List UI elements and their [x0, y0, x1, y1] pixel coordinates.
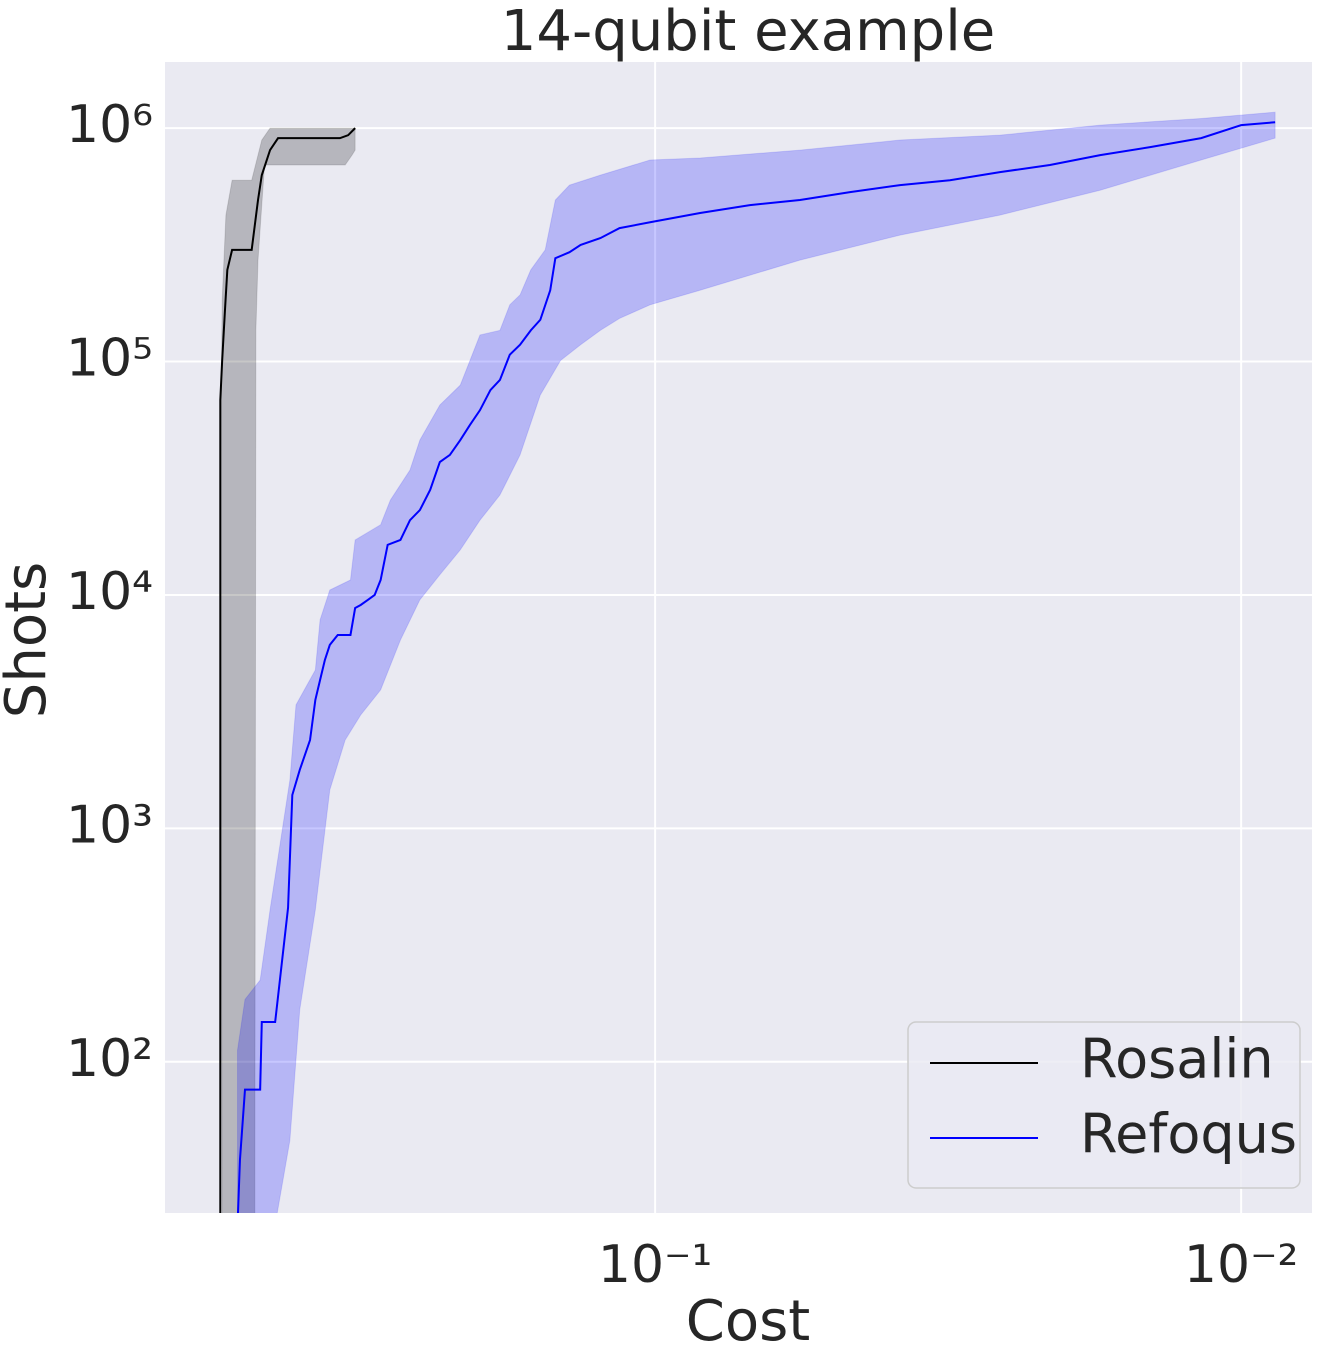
y-axis-label: Shots [0, 562, 59, 718]
ticks: 10² 10³ 10⁴ 10⁵ 10⁶ 10⁻¹ 10⁻² [66, 95, 1298, 1295]
y-tick-label: 10⁵ [66, 329, 153, 389]
chart-title: 14-qubit example [501, 0, 995, 64]
y-tick-label: 10² [66, 1029, 153, 1089]
plot-marks [219, 111, 1276, 1213]
legend-label: Rosalin [1080, 1028, 1274, 1091]
confidence-band [236, 111, 1276, 1213]
legend-label: Refoqus [1080, 1103, 1297, 1166]
y-tick-label: 10⁴ [66, 562, 153, 622]
confidence-band [219, 127, 356, 1213]
x-axis-label: Cost [686, 1289, 811, 1354]
x-tick-label: 10⁻¹ [598, 1235, 712, 1295]
y-tick-label: 10⁶ [66, 95, 153, 155]
data-line [236, 121, 1276, 1213]
plot-background [165, 62, 1312, 1213]
legend: Rosalin Refoqus [907, 1021, 1301, 1189]
y-tick-label: 10³ [66, 795, 153, 855]
x-tick-label: 10⁻² [1184, 1235, 1298, 1295]
grid [165, 62, 1312, 1213]
data-line [219, 127, 356, 1213]
